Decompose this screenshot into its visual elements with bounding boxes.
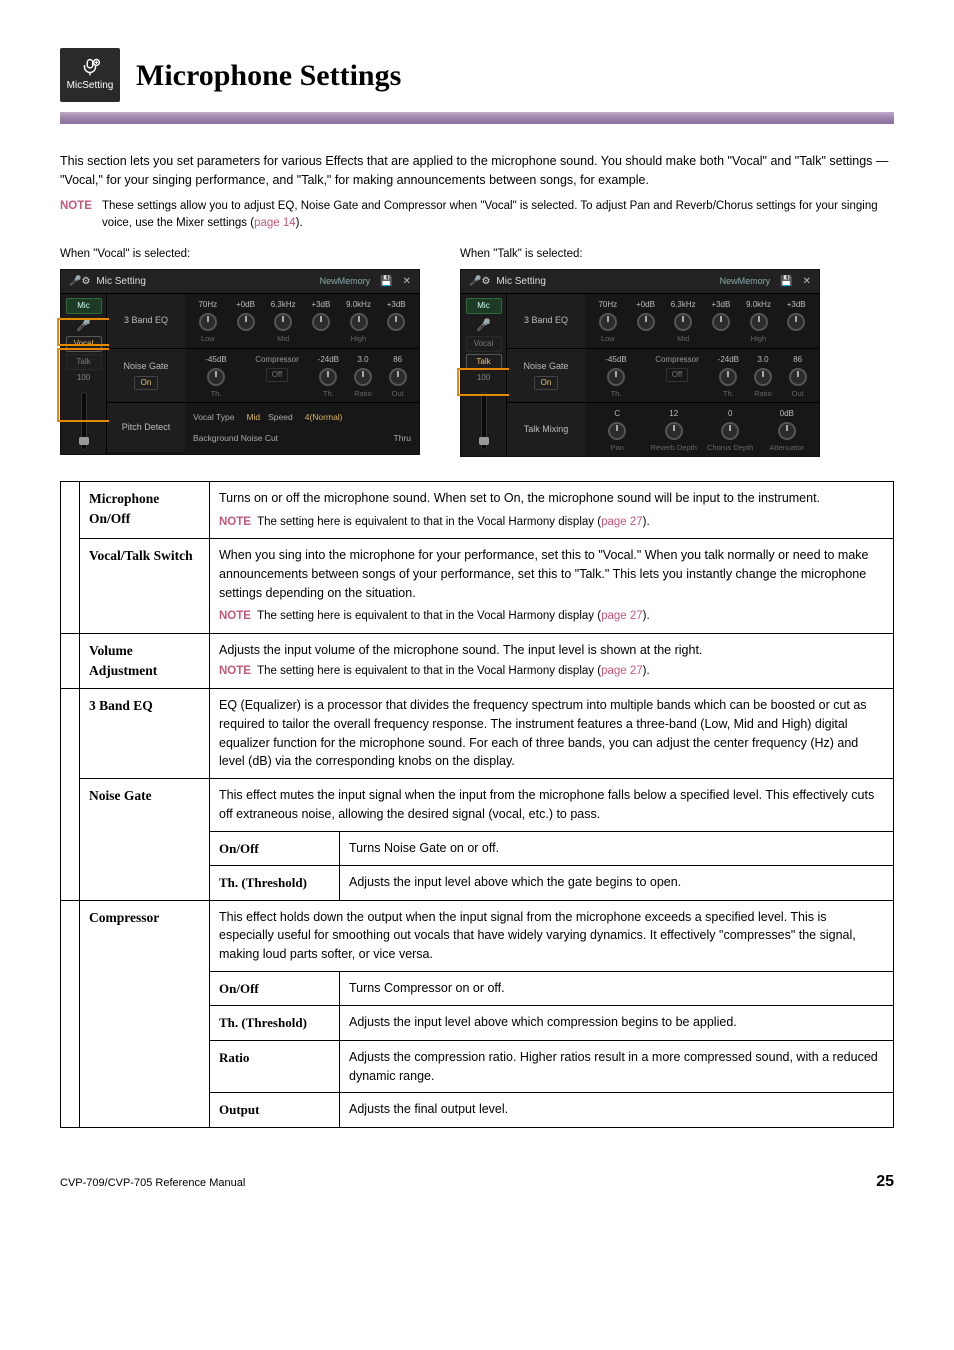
page-title: Microphone Settings xyxy=(136,53,401,98)
sub-desc: Adjusts the input level above which comp… xyxy=(340,1006,894,1041)
shot-caption: When "Vocal" is selected: xyxy=(60,246,420,263)
close-icon: ✕ xyxy=(403,274,411,289)
sub-desc: Adjusts the compression ratio. Higher ra… xyxy=(340,1040,894,1093)
save-icon: 💾 xyxy=(380,274,392,289)
row-name: 3 Band EQ xyxy=(80,689,210,779)
note-body: These settings allow you to adjust EQ, N… xyxy=(102,198,894,233)
sub-desc: Turns Compressor on or off. xyxy=(340,971,894,1006)
footer: CVP-709/CVP-705 Reference Manual 25 xyxy=(60,1170,894,1194)
sub-desc: Adjusts the final output level. xyxy=(340,1093,894,1128)
row-name: Compressor xyxy=(80,900,210,1127)
page-link[interactable]: page 27 xyxy=(601,516,643,528)
sub-name: Ratio xyxy=(210,1040,340,1093)
divider-bar xyxy=(60,112,894,124)
row-desc: EQ (Equalizer) is a processor that divid… xyxy=(210,689,894,779)
mic-setting-window-talk: 🎤⚙Mic Setting NewMemory💾✕ Mic 🎤 Vocal Ta… xyxy=(460,269,820,457)
sub-name: Th. (Threshold) xyxy=(210,866,340,901)
row-name: Noise Gate xyxy=(80,779,210,901)
note-label: NOTE xyxy=(60,198,92,233)
close-icon: ✕ xyxy=(803,274,811,289)
page-link[interactable]: page 14 xyxy=(254,217,296,229)
row-desc: When you sing into the microphone for yo… xyxy=(219,546,884,602)
page-link[interactable]: page 27 xyxy=(601,665,643,677)
mic-setting-window: 🎤⚙Mic Setting NewMemory💾✕ Mic 🎤 Vocal Ta… xyxy=(60,269,420,455)
intro-text: This section lets you set parameters for… xyxy=(60,152,894,190)
sub-desc: Turns Noise Gate on or off. xyxy=(340,831,894,866)
sub-name: Output xyxy=(210,1093,340,1128)
row-name: Volume Adjustment xyxy=(80,633,210,689)
params-table: Microphone On/Off Turns on or off the mi… xyxy=(60,481,894,1128)
mic-setting-icon: MicSetting xyxy=(60,48,120,102)
save-icon: 💾 xyxy=(780,274,792,289)
sub-desc: Adjusts the input level above which the … xyxy=(340,866,894,901)
row-desc: This effect holds down the output when t… xyxy=(210,900,894,971)
row-desc: This effect mutes the input signal when … xyxy=(210,779,894,832)
sub-name: On/Off xyxy=(210,831,340,866)
shot-caption: When "Talk" is selected: xyxy=(460,246,820,263)
sub-name: On/Off xyxy=(210,971,340,1006)
sub-name: Th. (Threshold) xyxy=(210,1006,340,1041)
mic-icon-label: MicSetting xyxy=(67,78,114,93)
shot-vocal: When "Vocal" is selected: 🎤⚙Mic Setting … xyxy=(60,246,420,457)
row-desc: Adjusts the input volume of the micropho… xyxy=(219,641,884,660)
row-name: Microphone On/Off xyxy=(80,482,210,539)
row-name: Vocal/Talk Switch xyxy=(80,539,210,634)
top-note: NOTE These settings allow you to adjust … xyxy=(60,198,894,233)
screenshots: When "Vocal" is selected: 🎤⚙Mic Setting … xyxy=(60,246,894,457)
page-link[interactable]: page 27 xyxy=(601,610,643,622)
footer-left: CVP-709/CVP-705 Reference Manual xyxy=(60,1175,245,1192)
title-row: MicSetting Microphone Settings xyxy=(60,48,894,102)
shot-talk: When "Talk" is selected: 🎤⚙Mic Setting N… xyxy=(460,246,820,457)
row-desc: Turns on or off the microphone sound. Wh… xyxy=(219,489,884,508)
mic-icon: 🎤⚙ xyxy=(69,274,90,289)
page-number: 25 xyxy=(876,1170,894,1194)
mic-icon: 🎤⚙ xyxy=(469,274,490,289)
